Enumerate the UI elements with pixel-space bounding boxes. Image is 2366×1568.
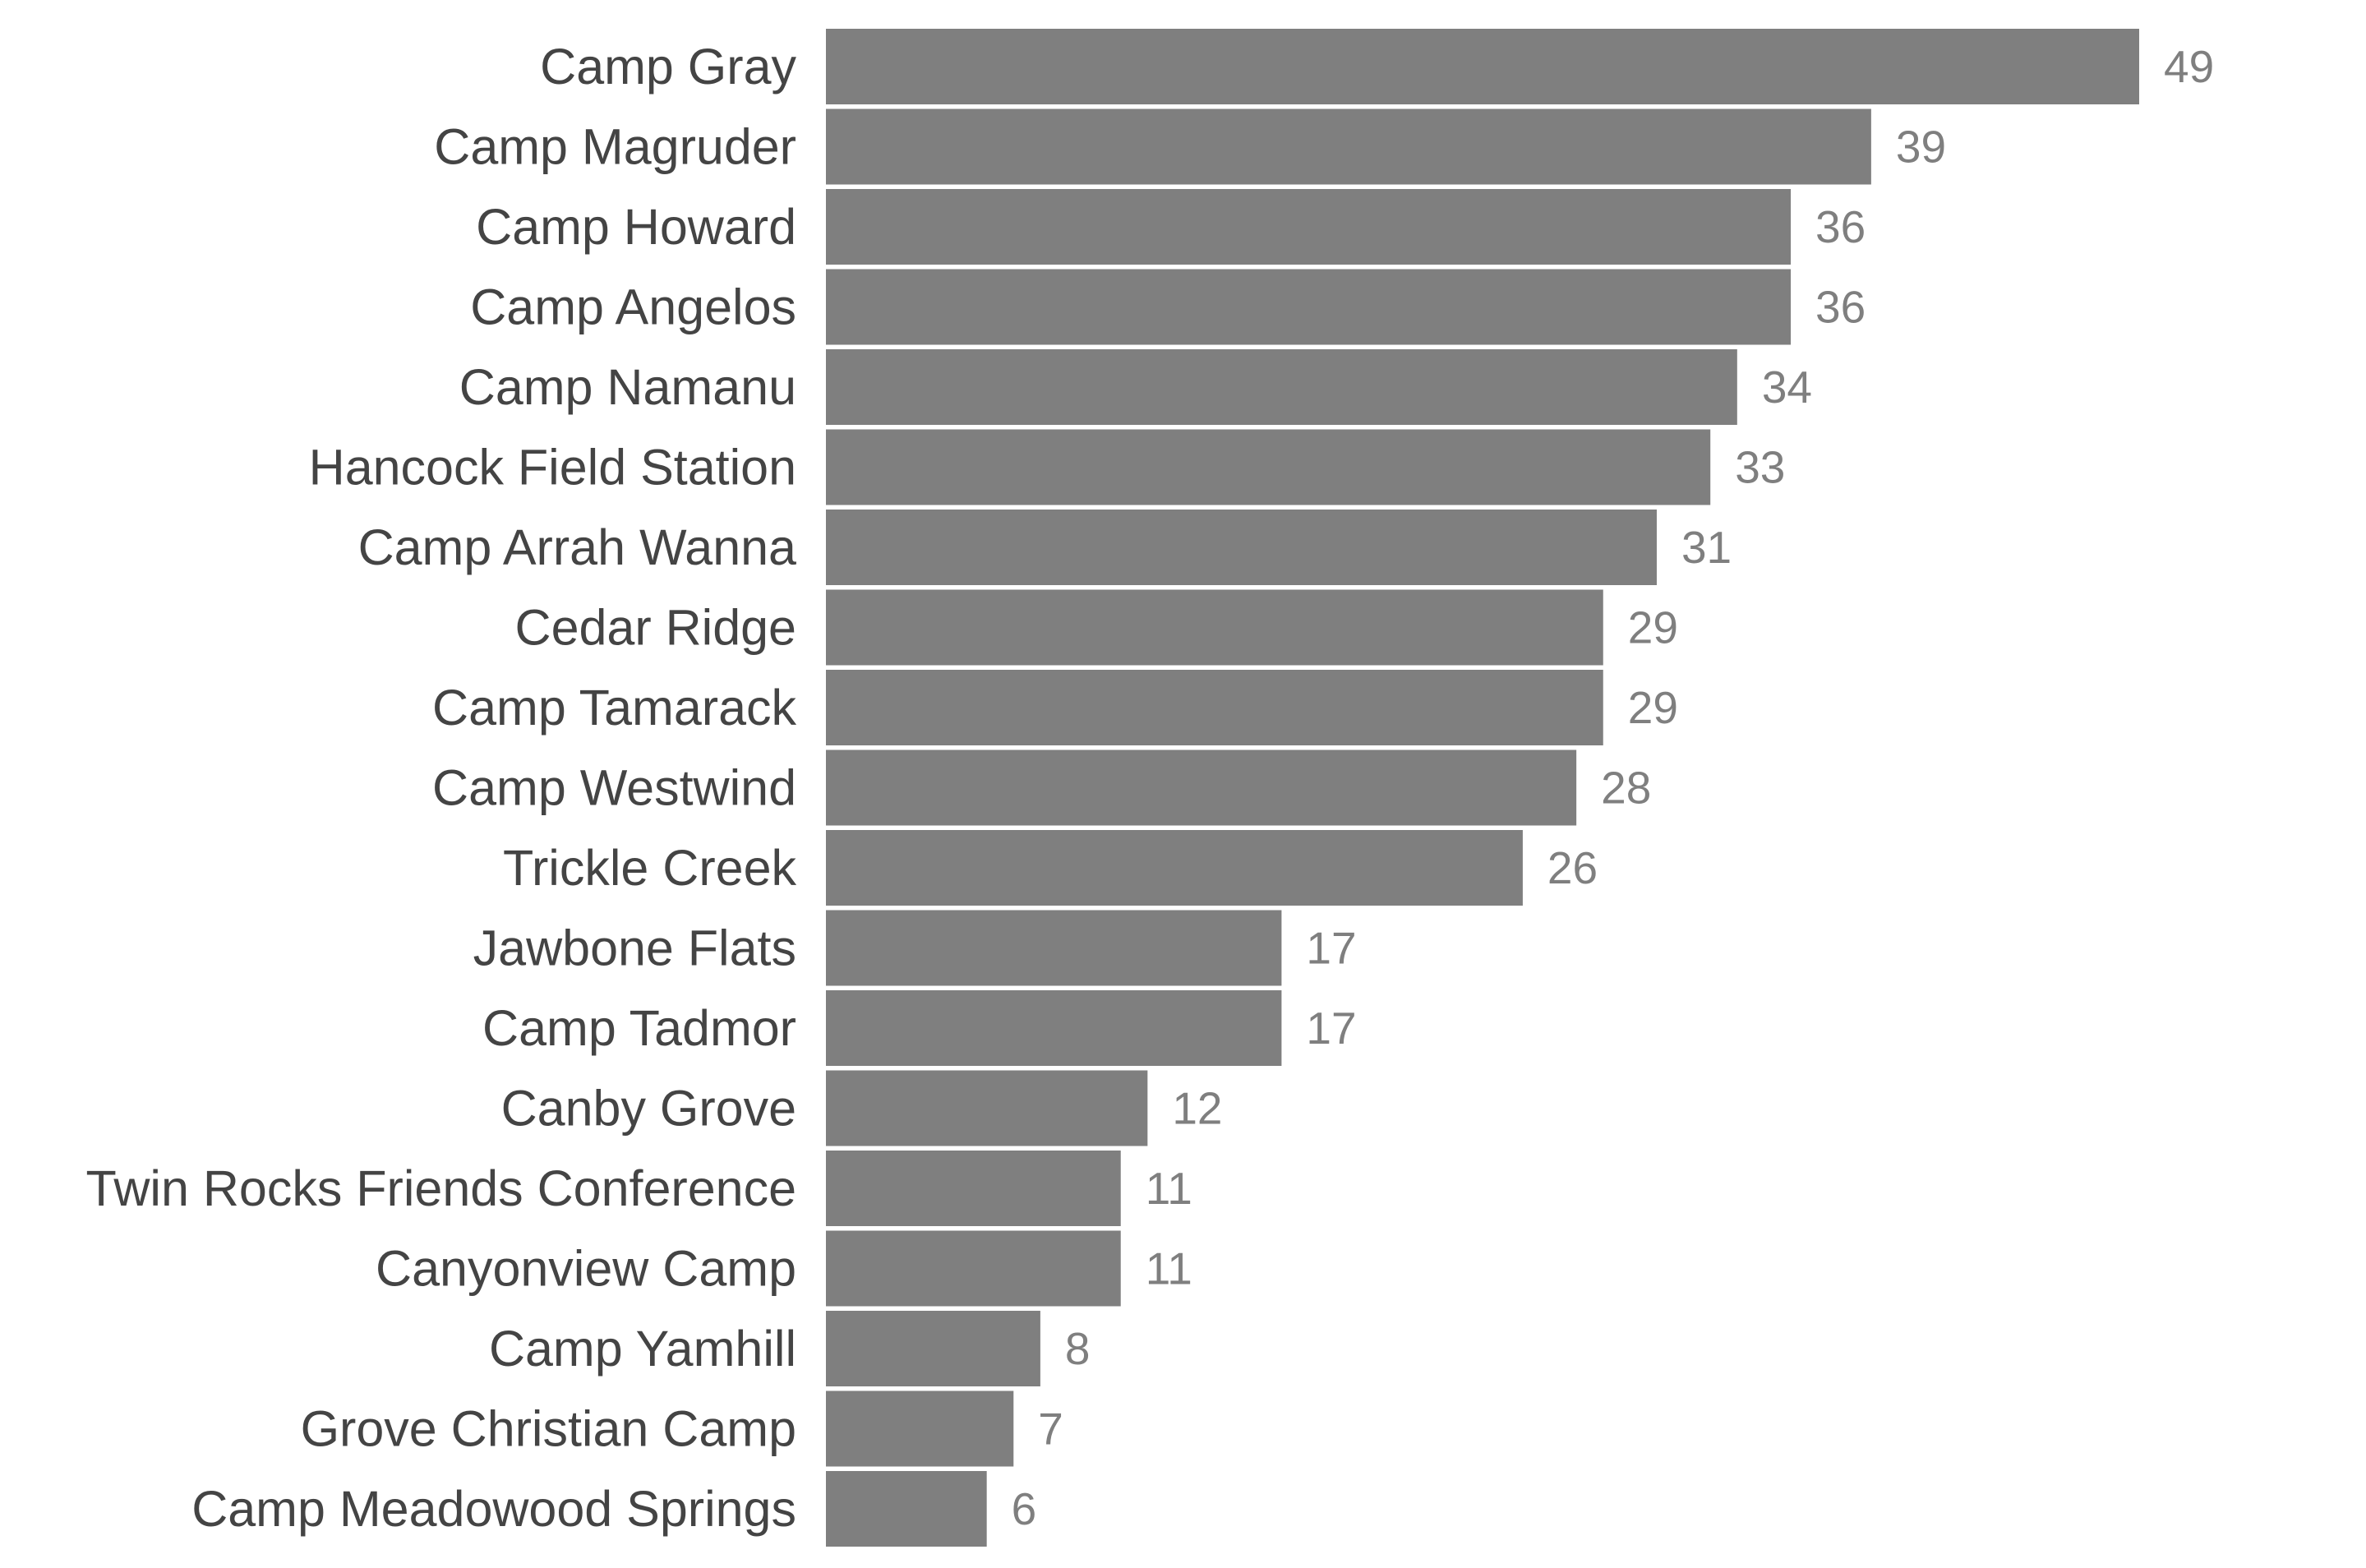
category-label-twin-rocks-friends-conference: Twin Rocks Friends Conference bbox=[85, 1160, 796, 1216]
value-label-camp-meadowood-springs: 6 bbox=[1012, 1483, 1037, 1534]
value-label-canby-grove: 12 bbox=[1172, 1083, 1222, 1134]
bar-jawbone-flats bbox=[826, 910, 1282, 986]
category-label-camp-magruder: Camp Magruder bbox=[434, 119, 796, 175]
category-label-camp-meadowood-springs: Camp Meadowood Springs bbox=[191, 1481, 796, 1537]
value-label-camp-tamarack: 29 bbox=[1628, 682, 1678, 733]
category-label-camp-arrah-wanna: Camp Arrah Wanna bbox=[358, 519, 796, 575]
category-label-hancock-field-station: Hancock Field Station bbox=[309, 440, 796, 496]
bar-trickle-creek bbox=[826, 830, 1523, 906]
category-label-trickle-creek: Trickle Creek bbox=[503, 840, 797, 896]
bar-camp-magruder bbox=[826, 108, 1871, 185]
category-label-jawbone-flats: Jawbone Flats bbox=[473, 920, 796, 976]
category-label-cedar-ridge: Cedar Ridge bbox=[515, 600, 796, 656]
value-label-jawbone-flats: 17 bbox=[1306, 923, 1356, 974]
bar-camp-meadowood-springs bbox=[826, 1471, 987, 1547]
category-label-camp-tadmor: Camp Tadmor bbox=[482, 1000, 796, 1056]
bar-hancock-field-station bbox=[826, 429, 1711, 505]
category-label-canby-grove: Canby Grove bbox=[501, 1081, 796, 1137]
category-label-camp-namanu: Camp Namanu bbox=[459, 359, 796, 415]
bar-canby-grove bbox=[826, 1070, 1148, 1146]
value-label-camp-arrah-wanna: 31 bbox=[1681, 522, 1732, 573]
value-label-hancock-field-station: 33 bbox=[1735, 442, 1785, 493]
value-label-camp-howard: 36 bbox=[1815, 201, 1866, 252]
value-label-twin-rocks-friends-conference: 11 bbox=[1146, 1163, 1192, 1214]
category-label-camp-westwind: Camp Westwind bbox=[432, 760, 796, 816]
bars-group bbox=[826, 29, 2139, 1547]
category-label-camp-gray: Camp Gray bbox=[540, 39, 796, 95]
value-label-camp-namanu: 34 bbox=[1762, 362, 1812, 413]
bar-twin-rocks-friends-conference bbox=[826, 1151, 1121, 1226]
category-labels-group: Camp Gray Camp Magruder Camp Howard Camp An… bbox=[85, 39, 796, 1537]
value-label-grove-christian-camp: 7 bbox=[1038, 1404, 1063, 1455]
value-label-cedar-ridge: 29 bbox=[1628, 602, 1678, 653]
bar-camp-howard bbox=[826, 189, 1792, 265]
bar-camp-westwind bbox=[826, 749, 1577, 826]
bar-canyonview-camp bbox=[826, 1230, 1121, 1307]
category-label-camp-howard: Camp Howard bbox=[476, 199, 796, 255]
value-label-canyonview-camp: 11 bbox=[1146, 1243, 1192, 1294]
bar-camp-angelos bbox=[826, 269, 1792, 345]
value-label-camp-gray: 49 bbox=[2164, 41, 2214, 92]
bar-cedar-ridge bbox=[826, 589, 1603, 666]
category-label-canyonview-camp: Canyonview Camp bbox=[376, 1241, 796, 1297]
bar-camp-tadmor bbox=[826, 990, 1282, 1066]
value-label-trickle-creek: 26 bbox=[1547, 842, 1598, 893]
bar-camp-arrah-wanna bbox=[826, 510, 1657, 585]
value-label-camp-westwind: 28 bbox=[1601, 763, 1651, 814]
value-label-camp-magruder: 39 bbox=[1896, 122, 1946, 173]
category-label-camp-angelos: Camp Angelos bbox=[470, 279, 796, 335]
value-label-camp-yamhill: 8 bbox=[1065, 1323, 1091, 1374]
bar-camp-gray bbox=[826, 29, 2139, 104]
value-label-camp-angelos: 36 bbox=[1815, 282, 1866, 333]
bar-camp-namanu bbox=[826, 349, 1737, 425]
bar-grove-christian-camp bbox=[826, 1390, 1014, 1467]
category-label-grove-christian-camp: Grove Christian Camp bbox=[301, 1401, 796, 1457]
category-label-camp-tamarack: Camp Tamarack bbox=[432, 680, 796, 736]
bar-camp-tamarack bbox=[826, 670, 1603, 745]
bar-camp-yamhill bbox=[826, 1311, 1040, 1386]
category-label-camp-yamhill: Camp Yamhill bbox=[489, 1321, 796, 1377]
value-label-camp-tadmor: 17 bbox=[1306, 1003, 1356, 1054]
